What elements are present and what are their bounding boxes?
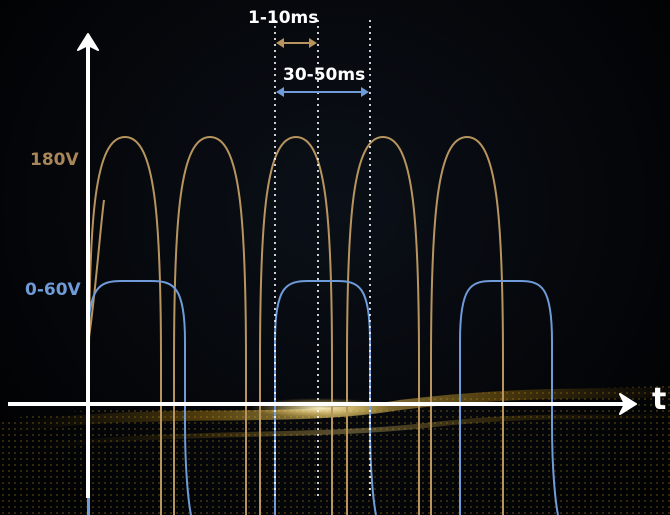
high-voltage-pulse-1 [88,135,162,515]
high-voltage-label: 180V [30,150,79,170]
low-voltage-pulse-1 [87,280,192,515]
y-axis-arrowhead [77,33,99,51]
time-axis-label: t [652,382,667,417]
high-voltage-waveform [87,135,504,515]
high-voltage-pulse-3 [259,135,333,515]
short-interval-label: 1-10ms [248,8,319,28]
low-voltage-waveform [87,280,559,515]
axes [8,33,637,498]
high-voltage-lead-edge [87,199,105,345]
long-interval-arrow [276,87,369,97]
low-voltage-pulse-3 [459,280,559,515]
high-voltage-pulse-5 [430,135,504,515]
long-interval-label: 30-50ms [283,65,366,85]
x-axis-arrowhead [619,393,637,415]
high-voltage-pulse-2 [173,135,247,515]
dotted-guide-lines [274,20,371,500]
low-voltage-pulse-2 [274,280,377,515]
short-interval-arrow [276,38,317,48]
low-voltage-label: 0-60V [25,280,81,300]
high-voltage-pulse-4 [346,135,420,515]
